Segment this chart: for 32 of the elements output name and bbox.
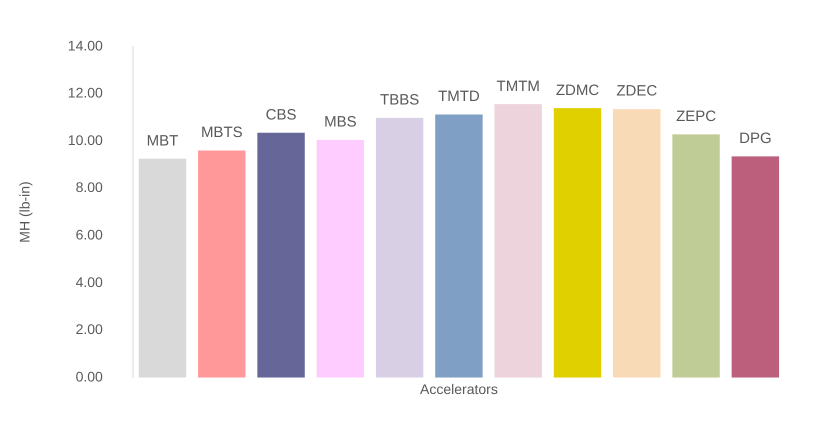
x-tick-label: TBBS (380, 91, 420, 108)
bar (613, 109, 660, 378)
x-tick-label: MBS (324, 113, 357, 130)
bar (672, 134, 720, 378)
bar (732, 156, 780, 378)
y-axis-title: MH (lb-in) (16, 181, 32, 243)
bar (316, 140, 364, 378)
bar (376, 118, 424, 378)
y-tick-label: 2.00 (76, 321, 104, 338)
x-axis-title: Accelerators (420, 380, 498, 397)
bar (138, 158, 186, 378)
x-tick-label: TMTM (496, 78, 540, 95)
y-tick-label: 10.00 (68, 132, 104, 148)
y-tick-label: 14.00 (68, 37, 104, 54)
x-tick-label: MBT (146, 132, 178, 150)
bar (554, 108, 602, 378)
y-tick-label: 8.00 (76, 179, 104, 196)
bar (198, 150, 246, 378)
x-tick-label: ZEPC (676, 108, 716, 126)
x-tick-label: TMTD (438, 88, 480, 106)
bar (257, 132, 305, 378)
y-tick-label: 0.00 (76, 368, 104, 384)
x-tick-label: DPG (739, 130, 772, 148)
x-tick-label: MBTS (200, 124, 243, 142)
x-tick-label: ZDEC (616, 82, 658, 100)
bar (435, 114, 483, 378)
y-tick-label: 4.00 (76, 274, 104, 290)
y-tick-label: 6.00 (76, 226, 104, 243)
bar (494, 104, 542, 378)
y-tick-label: 12.00 (68, 84, 104, 101)
x-tick-label: CBS (266, 106, 296, 124)
x-tick-label: ZDMC (556, 82, 600, 99)
